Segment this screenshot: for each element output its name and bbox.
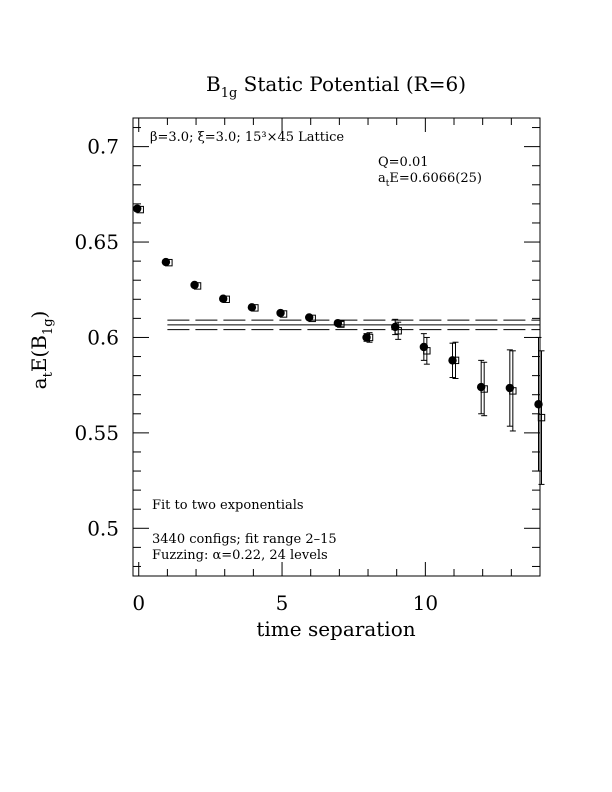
data-point-circle xyxy=(534,400,543,409)
data-point-square xyxy=(337,320,345,328)
fit-band xyxy=(167,319,540,331)
data-point-square xyxy=(136,205,144,214)
data-point-square xyxy=(394,327,402,335)
annotation-fit: Fit to two exponentials xyxy=(152,498,304,513)
annotation-q: Q=0.01 xyxy=(378,155,429,170)
axis-ticks xyxy=(133,118,541,576)
energy-sub: t xyxy=(386,179,390,189)
data-point-square xyxy=(165,258,173,267)
data-point-circle xyxy=(419,342,429,352)
data-point-square xyxy=(423,347,431,355)
plot-frame xyxy=(132,117,541,577)
data-point-square xyxy=(222,295,230,303)
x-tick-label: 10 xyxy=(413,591,438,615)
energy-rest: E=0.6066(25) xyxy=(389,171,482,186)
y-axis-label: atE(B1g) xyxy=(27,311,56,390)
data-point-square xyxy=(279,310,288,318)
data-point-square xyxy=(365,333,374,342)
title-subscript: 1g xyxy=(221,86,238,101)
data-point-square xyxy=(480,385,488,393)
data-point-square xyxy=(537,413,546,422)
data-point-square xyxy=(509,387,517,395)
annotation-lattice: β=3.0; ξ=3.0; 15³×45 Lattice xyxy=(150,130,344,145)
y-label-main: a xyxy=(27,377,51,389)
data-point-square xyxy=(451,356,460,365)
y-tick-label: 0.7 xyxy=(87,135,119,159)
chart-title: B1g Static Potential (R=6) xyxy=(206,72,466,101)
x-tick-label: 5 xyxy=(276,591,289,615)
y-tick-label: 0.55 xyxy=(74,421,119,445)
y-tick-label: 0.6 xyxy=(87,325,119,349)
title-rest: Static Potential (R=6) xyxy=(237,72,466,96)
title-main: B xyxy=(206,72,221,96)
x-axis-label: time separation xyxy=(256,617,415,641)
y-label-sub1: t xyxy=(41,371,56,377)
data-point-circle xyxy=(390,322,400,332)
y-tick-label: 0.5 xyxy=(87,516,119,540)
error-bars xyxy=(334,318,545,485)
y-label-mid: E(B xyxy=(27,335,51,372)
data-point-square xyxy=(193,282,202,290)
x-tick-label: 0 xyxy=(132,591,145,615)
axis-tick-labels: 0 5 10 0.5 0.55 0.6 0.65 0.7 xyxy=(74,135,438,615)
data-point-square xyxy=(308,314,316,323)
data-point-square xyxy=(251,304,259,312)
y-tick-label: 0.65 xyxy=(74,230,119,254)
energy-a: a xyxy=(378,171,386,186)
y-label-sub2: 1g xyxy=(41,318,56,335)
y-label-end: ) xyxy=(27,311,51,319)
data-markers xyxy=(133,204,546,422)
annotation-configs: 3440 configs; fit range 2–15 xyxy=(152,532,337,547)
annotation-fuzzing: Fuzzing: α=0.22, 24 levels xyxy=(152,548,328,563)
annotation-energy: atE=0.6066(25) xyxy=(378,171,482,189)
